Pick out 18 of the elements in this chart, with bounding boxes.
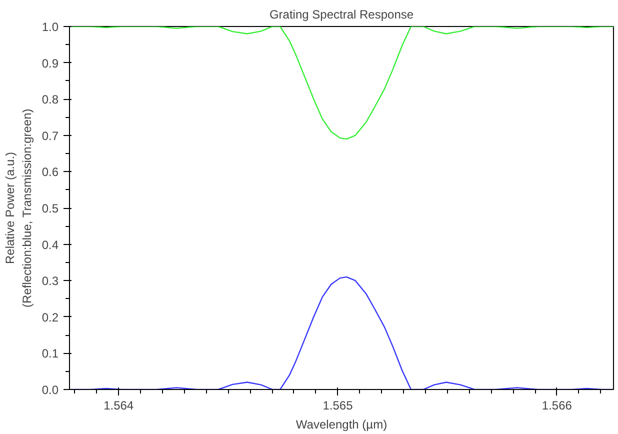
- y-axis-title: Relative Power (a.u.) (Reflection:blue, Transmission:green): [3, 108, 34, 308]
- x-axis-title: Wavelength (µm): [296, 418, 388, 432]
- x-tick-label: 1.566: [542, 398, 572, 412]
- y-tick-label: 0.4: [42, 238, 59, 252]
- y-tick-label: 0.9: [42, 56, 59, 70]
- y-tick-label: 0.3: [42, 274, 59, 288]
- y-tick-label: 0.6: [42, 165, 59, 180]
- y-tick-label: 1.0: [42, 20, 59, 34]
- y-tick-label: 0.2: [42, 310, 59, 324]
- chart-title: Grating Spectral Response: [269, 8, 414, 22]
- line-series: [70, 26, 614, 140]
- y-tick-label: 0.1: [42, 346, 59, 361]
- x-tick-label: 1.565: [322, 398, 354, 412]
- y-tick-label: 0.5: [42, 202, 59, 216]
- x-tick-label: 1.564: [104, 398, 134, 412]
- y-tick-label: 0.0: [42, 383, 59, 397]
- y-tick-label: 0.7: [42, 128, 59, 143]
- y-tick-label: 0.8: [42, 92, 59, 107]
